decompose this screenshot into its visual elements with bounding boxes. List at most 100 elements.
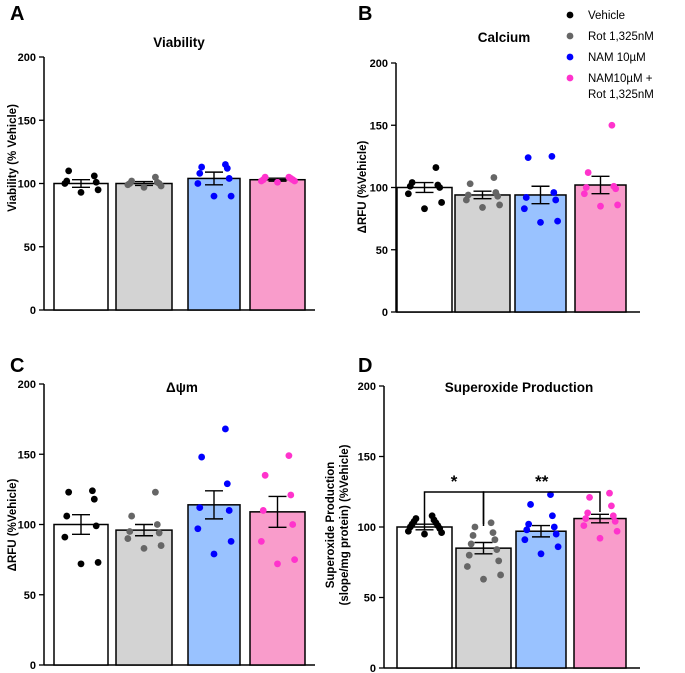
data-point [92, 522, 100, 530]
y-tick-label: 100 [18, 179, 36, 191]
data-point [65, 488, 73, 496]
legend-label: NAM10µM + [588, 73, 653, 85]
data-point [580, 190, 588, 198]
legend-marker [566, 11, 574, 19]
data-point [554, 217, 561, 225]
y-tick-label: 0 [382, 307, 388, 319]
data-point [521, 536, 529, 544]
data-point [289, 521, 297, 528]
bar-0 [396, 186, 453, 313]
bar-0 [53, 523, 109, 666]
data-point [408, 179, 416, 186]
y-tick-label: 100 [18, 520, 36, 532]
data-point [550, 523, 558, 531]
data-point [63, 512, 71, 520]
y-tick-label: 50 [24, 590, 36, 602]
data-point [465, 551, 473, 559]
bar-0 [396, 526, 453, 669]
data-point [597, 202, 604, 210]
y-tick-label: 150 [18, 115, 36, 127]
data-point [471, 523, 479, 531]
data-point [584, 509, 592, 517]
data-point [128, 512, 136, 520]
chart-title: Calcium [478, 30, 531, 45]
data-point [61, 533, 69, 541]
data-point [140, 183, 148, 191]
bar-1 [115, 529, 173, 666]
data-point [225, 175, 233, 182]
data-point [497, 571, 504, 579]
data-point [547, 491, 554, 498]
y-axis-label: ΔRFU (%Vehicle) [357, 141, 369, 234]
bar-3 [249, 511, 306, 666]
data-point [94, 186, 102, 194]
data-point [421, 205, 428, 213]
legend-marker [566, 74, 574, 82]
data-point [287, 491, 295, 499]
bar-2 [514, 194, 567, 313]
data-point [550, 189, 558, 196]
y-axis-label: Viability (% Vehicle) [7, 104, 19, 212]
data-point [493, 546, 501, 553]
data-point [404, 190, 412, 198]
data-point [496, 201, 503, 209]
data-point [613, 527, 621, 535]
data-point [227, 192, 235, 200]
data-point [434, 181, 442, 189]
data-point [524, 154, 532, 162]
data-point [609, 512, 617, 520]
legend-label-line2: Rot 1,325nM [588, 89, 654, 101]
data-point [487, 519, 495, 527]
legend-marker [566, 32, 574, 40]
panel-letter: D [358, 355, 372, 377]
data-point [194, 525, 202, 533]
y-tick-label: 50 [376, 245, 388, 257]
y-tick-label: 50 [364, 593, 376, 605]
y-tick-label: 0 [30, 305, 36, 317]
data-point [261, 173, 269, 181]
data-point [152, 173, 159, 181]
bar-3 [249, 178, 306, 311]
panel-a: A Viability Viability (% Vehicle) 0 50 100 150… [7, 3, 315, 317]
data-point [464, 191, 472, 199]
y-tick-label: 100 [370, 183, 388, 195]
data-point [140, 544, 148, 552]
data-point [580, 522, 588, 529]
data-point [196, 504, 204, 512]
data-point [225, 507, 233, 514]
data-point [549, 512, 556, 520]
y-axis-label: ΔRFU (%Vehicle) [7, 479, 19, 572]
data-point [90, 172, 98, 180]
data-point [210, 550, 218, 558]
legend-marker [566, 53, 574, 61]
panel-b: B Calcium ΔRFU (%Vehicle) 0 50 100 150 200 [357, 3, 640, 319]
significance-bracket [482, 491, 601, 524]
y-tick-label: 50 [24, 242, 36, 254]
data-point [428, 512, 436, 520]
data-point [157, 542, 165, 549]
data-point [222, 425, 229, 433]
bar-1 [115, 182, 173, 311]
data-point [438, 199, 445, 206]
data-point [606, 489, 613, 497]
data-point [596, 534, 604, 542]
data-point [126, 528, 134, 535]
data-point [480, 575, 487, 583]
panel-letter: B [358, 3, 372, 25]
chart-title: Superoxide Production [445, 380, 594, 395]
data-point [92, 178, 100, 186]
data-point [63, 177, 71, 185]
data-point [259, 507, 267, 514]
legend-label: Rot 1,325nM [588, 31, 654, 43]
data-point [584, 169, 592, 176]
data-point [223, 480, 231, 488]
panel-c: C Δψm ΔRFU (%Vehicle) 0 50 100 150 200 [7, 355, 315, 672]
y-tick-label: 200 [18, 52, 36, 64]
data-point [261, 471, 269, 479]
legend-label: NAM 10µM [588, 52, 646, 64]
data-point [94, 559, 102, 566]
y-tick-label: 100 [358, 522, 376, 534]
data-point [479, 204, 486, 211]
data-point [77, 188, 85, 196]
